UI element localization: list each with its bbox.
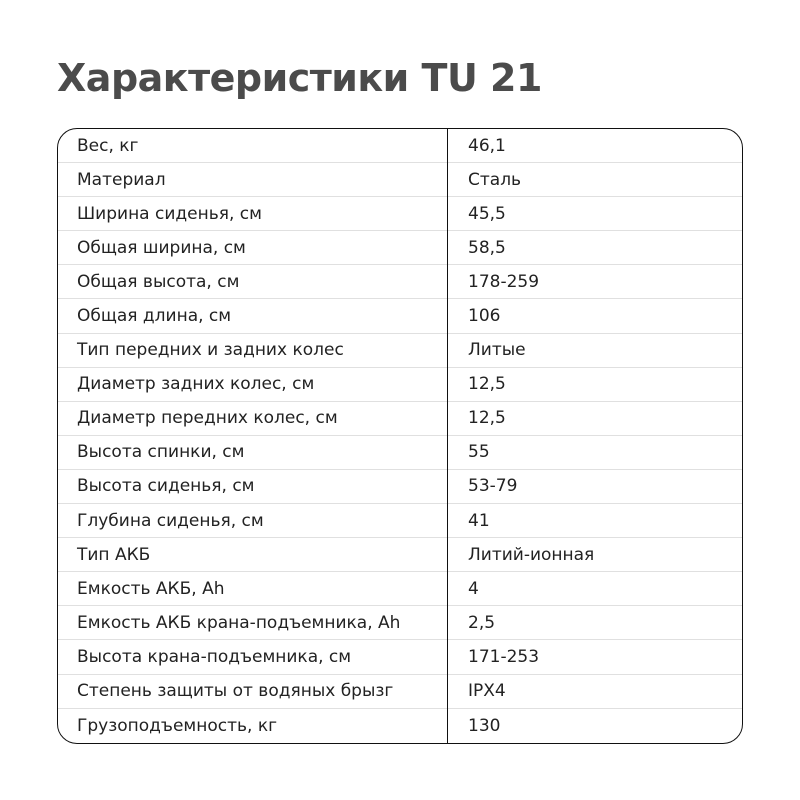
spec-value: 4 (468, 578, 479, 599)
spec-label: Степень защиты от водяных брызг (77, 681, 394, 702)
spec-label: Диаметр задних колес, см (77, 374, 315, 395)
spec-value: Сталь (468, 169, 522, 190)
spec-label: Общая ширина, см (77, 237, 246, 258)
spec-label: Общая длина, см (77, 306, 232, 327)
spec-value: 46,1 (468, 135, 506, 156)
table-row: Емкость АКБ крана-подъемника, Ah 2,5 (58, 606, 742, 641)
table-row: Грузоподъемность, кг 130 (58, 709, 742, 743)
spec-label: Ширина сиденья, см (77, 203, 262, 224)
spec-value: Литые (468, 340, 526, 361)
table-row: Глубина сиденья, см 41 (58, 504, 742, 539)
table-row: Высота спинки, см 55 (58, 436, 742, 470)
spec-value: 53-79 (468, 476, 518, 497)
table-row: Тип передних и задних колес Литые (58, 334, 742, 368)
spec-label: Емкость АКБ крана-подъемника, Ah (77, 612, 401, 633)
spec-label: Глубина сиденья, см (77, 510, 264, 531)
table-row: Ширина сиденья, см 45,5 (58, 197, 742, 232)
table-row: Высота крана-подъемника, см 171-253 (58, 640, 742, 675)
table-row: Степень защиты от водяных брызг IPX4 (58, 675, 742, 709)
spec-value: 58,5 (468, 237, 506, 258)
table-row: Общая длина, см 106 (58, 299, 742, 334)
spec-value: 55 (468, 442, 490, 463)
spec-label: Тип АКБ (77, 544, 151, 565)
table-row: Материал Сталь (58, 163, 742, 198)
spec-value: 12,5 (468, 408, 506, 429)
spec-label: Высота крана-подъемника, см (77, 646, 352, 667)
table-row: Общая ширина, см 58,5 (58, 231, 742, 266)
spec-label: Материал (77, 169, 166, 190)
table-row: Вес, кг 46,1 (58, 129, 742, 164)
spec-label: Грузоподъемность, кг (77, 715, 278, 736)
table-row: Общая высота, см 178-259 (58, 265, 742, 300)
spec-value: 45,5 (468, 203, 506, 224)
spec-label: Тип передних и задних колес (77, 340, 344, 361)
column-divider (447, 129, 448, 743)
spec-label: Высота спинки, см (77, 442, 245, 463)
table-row: Диаметр передних колес, см 12,5 (58, 402, 742, 436)
spec-value: 171-253 (468, 646, 540, 667)
spec-value: 178-259 (468, 271, 540, 292)
spec-label: Диаметр передних колес, см (77, 408, 338, 429)
spec-label: Высота сиденья, см (77, 476, 255, 497)
spec-value: 12,5 (468, 374, 506, 395)
table-row: Тип АКБ Литий-ионная (58, 538, 742, 573)
specs-table: Вес, кг 46,1 Материал Сталь Ширина сиденья, … (57, 128, 743, 744)
spec-value: 106 (468, 306, 501, 327)
table-row: Емкость АКБ, Ah 4 (58, 572, 742, 607)
spec-value: Литий-ионная (468, 544, 595, 565)
spec-label: Емкость АКБ, Ah (77, 578, 225, 599)
spec-label: Вес, кг (77, 135, 139, 156)
table-row: Диаметр задних колес, см 12,5 (58, 368, 742, 402)
page-title: Характеристики TU 21 (57, 56, 542, 100)
table-row: Высота сиденья, см 53-79 (58, 470, 742, 505)
spec-value: 130 (468, 715, 501, 736)
spec-label: Общая высота, см (77, 271, 240, 292)
spec-value: 2,5 (468, 612, 496, 633)
spec-value: IPX4 (468, 681, 506, 702)
spec-value: 41 (468, 510, 490, 531)
